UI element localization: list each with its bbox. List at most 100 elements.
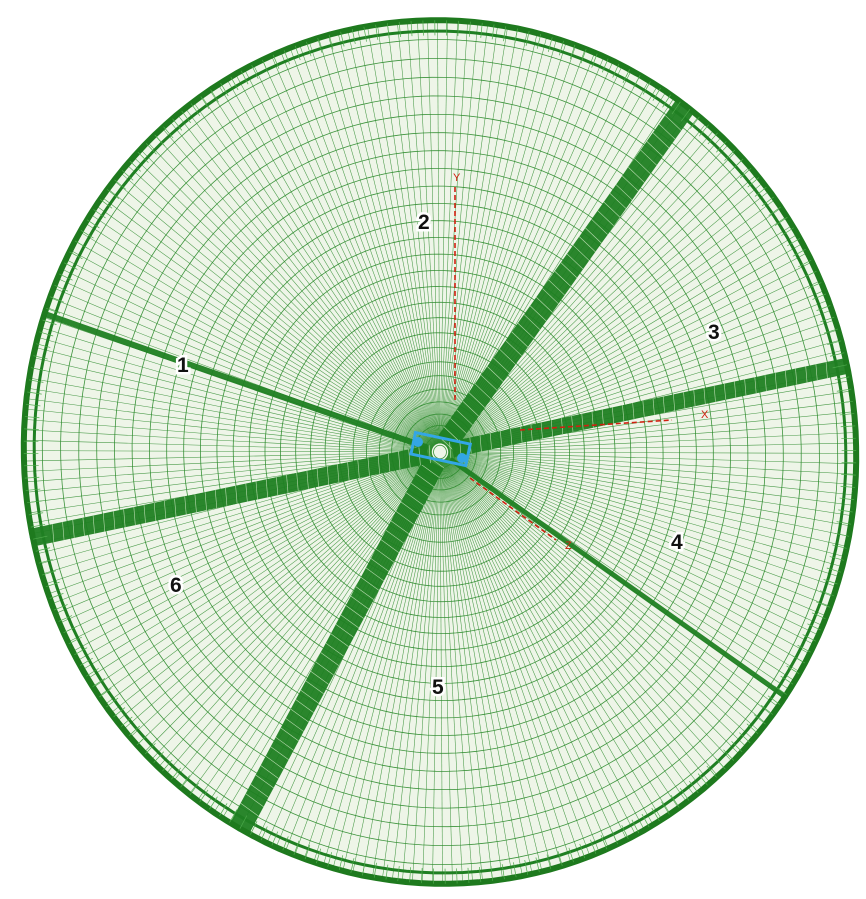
rim-hatch [338,855,344,871]
mesh-spoke [447,455,823,626]
rim-hatch [30,367,46,372]
mesh-ring [41,39,839,865]
rim-hatch [815,601,830,608]
mesh-spoke [448,453,845,557]
rim-hatch [282,836,289,851]
rim-hatch [172,118,183,131]
rib-hatch [82,517,85,536]
mesh-spoke [446,166,751,447]
mesh-spoke [443,459,627,840]
mesh-spoke [448,452,856,475]
rim-hatch [827,340,842,346]
rib-hatch [410,482,430,497]
rim-hatch [739,732,751,744]
rib-hatch [377,455,380,474]
mesh-spoke [110,457,434,714]
mesh-spoke [447,454,831,607]
mesh-ring [131,132,749,772]
rib-hatch [385,529,404,544]
mesh-spoke [417,20,440,444]
rib-hatch [194,494,197,513]
rib-hatch [290,708,309,723]
mesh-spoke [189,458,436,795]
rib-hatch [265,479,268,498]
rib-hatch [468,392,486,408]
mesh-spoke [445,458,711,784]
rib-hatch [305,680,324,695]
mesh-spoke [448,452,855,496]
rib-hatch [571,416,574,432]
rib-hatch [825,362,828,379]
rib-hatch [405,492,425,506]
rim-hatch [373,862,377,878]
rim-hatch [24,416,40,419]
mesh-spoke [294,459,438,856]
mesh-spoke [447,454,837,587]
rim-hatch [128,725,141,737]
rib-hatch [388,453,391,472]
rim-hatch [74,647,88,656]
rib-hatch [280,727,299,742]
rim-hatch [671,101,681,115]
rim-hatch [49,593,64,599]
rib-hatch [505,340,522,356]
mesh-spoke [27,388,432,451]
rim-hatch [621,825,629,839]
rib-hatch [815,364,818,381]
rim-hatch [36,343,51,348]
rim-hatch [670,794,680,808]
rib-3 [450,358,849,458]
mesh-spoke [440,460,493,881]
rib-hatch [370,558,389,572]
rim-hatch [375,24,379,40]
rim-hatch [841,474,856,476]
mesh-spoke [169,120,435,446]
rim-hatch [480,22,483,38]
rim-hatch [86,219,100,229]
rib-hatch [214,490,218,509]
rib-hatch [581,413,584,430]
segment-label-6: 6 [170,574,182,597]
mesh-spoke [447,252,808,449]
rib-hatch [511,331,528,348]
mesh-spoke [441,460,523,877]
rim-hatch [144,743,156,755]
rim-hatch [836,388,852,392]
rim-hatch [24,476,40,479]
mesh-spoke [133,156,435,447]
mesh-spoke [443,70,632,445]
rim-hatch [230,76,239,91]
rim-hatch [723,749,735,761]
mesh-spoke [57,278,433,449]
mesh-spoke [26,398,432,452]
mesh-spoke [440,22,478,444]
mesh-ring [216,220,664,684]
rim-hatch [479,866,482,883]
mesh-spoke [30,367,432,451]
mesh-spoke [445,458,733,763]
coordinate-triad: Y X Z [453,172,709,552]
mesh-spoke [444,459,654,825]
mesh-spoke [181,458,436,788]
rib-hatch [325,642,344,657]
rim-hatch [768,206,781,216]
rim-hatch [129,160,141,172]
rib-hatch [250,784,269,798]
rim-hatch [363,26,367,42]
rim-hatch [63,626,77,634]
rim-hatch [839,497,855,501]
rim-hatch [754,186,767,197]
rim-hatch [153,751,164,763]
rib-hatch [591,219,608,235]
rim-hatch [328,34,334,50]
rib-hatch [245,483,248,502]
rim-hatch [600,835,608,850]
rib-hatch [703,388,706,405]
mesh-spoke [447,455,827,617]
rim-hatch [840,485,856,488]
hub-node [457,453,467,463]
mesh-spoke [446,457,767,724]
mesh-spoke [158,458,435,768]
mesh-spoke [444,458,687,803]
rib-hatch [489,433,492,450]
